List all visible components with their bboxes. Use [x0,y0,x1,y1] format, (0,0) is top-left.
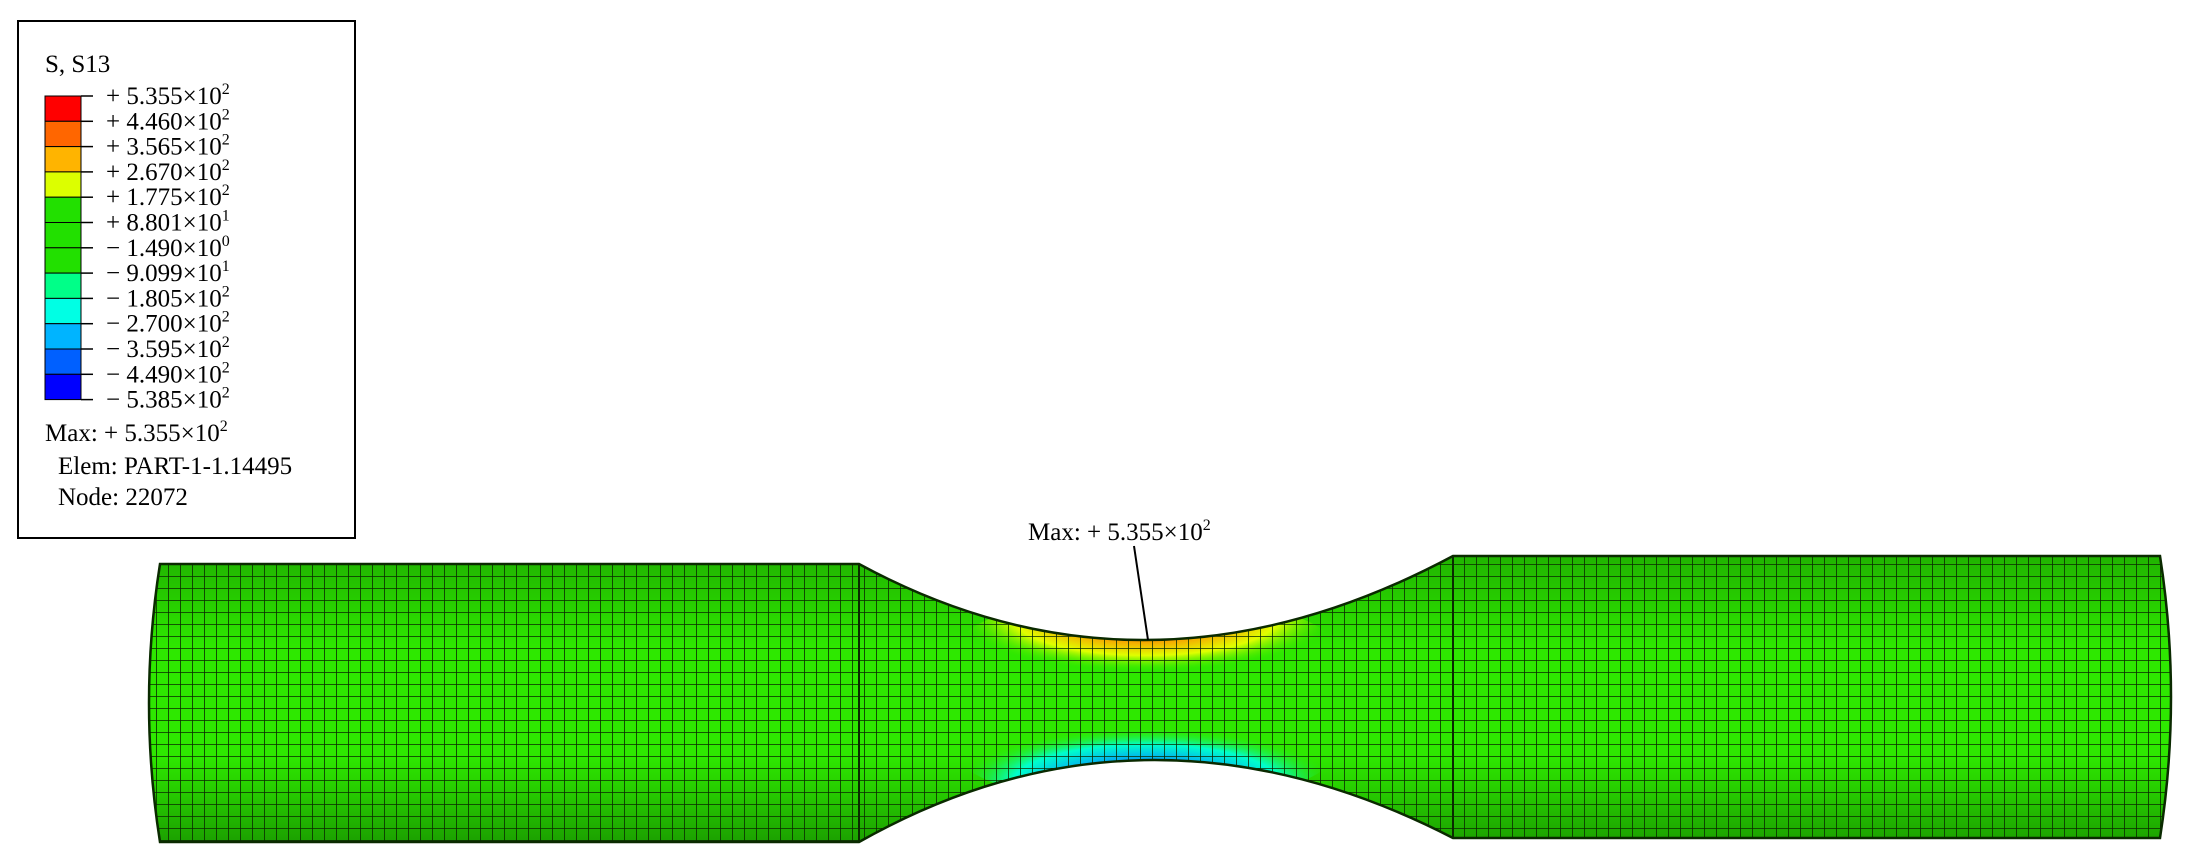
legend-scale [44,95,93,401]
legend-band [44,95,82,122]
label-exponent: 1 [222,258,230,275]
legend-band [44,196,82,223]
annotation-leader [1133,545,1149,641]
legend-label: − 4.490×102 [106,359,230,388]
label-coefficient: − 9.099×10 [106,260,222,287]
annotation-coefficient: Max: + 5.355×10 [1028,519,1203,546]
label-exponent: 2 [222,106,230,123]
specimen-outline [147,554,2173,844]
legend-band [44,171,82,198]
legend-label: − 9.099×101 [106,258,230,287]
label-coefficient: − 2.700×10 [106,311,222,338]
label-exponent: 2 [222,81,230,98]
legend-band [44,348,82,375]
legend-label: + 4.460×102 [106,106,230,135]
label-exponent: 1 [222,208,230,225]
max-node: Node: 22072 [58,484,188,511]
legend-label: − 1.805×102 [106,283,230,312]
max-annotation: Max: + 5.355×102 [1028,517,1211,546]
label-coefficient: + 1.775×10 [106,184,222,211]
legend-band [44,297,82,325]
max-element: Elem: PART-1-1.14495 [58,453,292,480]
label-coefficient: + 2.670×10 [106,159,222,186]
legend-label: + 3.565×102 [106,132,230,161]
legend-label: + 5.355×102 [106,81,230,110]
label-coefficient: − 1.490×10 [106,235,222,262]
label-exponent: 0 [222,233,230,250]
legend-band [44,373,82,401]
label-exponent: 2 [222,182,230,199]
label-coefficient: + 5.355×10 [106,83,222,110]
max-value: Max: + 5.355×102 [45,418,228,447]
label-exponent: 2 [222,283,230,300]
label-exponent: 2 [222,309,230,326]
legend-label: − 3.595×102 [106,334,230,363]
label-coefficient: − 3.595×10 [106,336,222,363]
legend-band [44,120,82,148]
label-exponent: 2 [222,359,230,376]
legend-label: − 1.490×100 [106,233,230,262]
legend-label: + 8.801×101 [106,208,230,237]
label-coefficient: + 8.801×10 [106,210,222,237]
label-exponent: 2 [222,334,230,351]
legend-label: − 5.385×102 [106,385,230,414]
legend-band [44,323,82,350]
max-coefficient: Max: + 5.355×10 [45,420,220,447]
legend-band [44,272,82,299]
label-coefficient: + 4.460×10 [106,108,222,135]
legend-label: + 1.775×102 [106,182,230,211]
label-exponent: 2 [222,132,230,149]
specimen [149,556,2171,842]
label-exponent: 2 [222,385,230,402]
legend-label: − 2.700×102 [106,309,230,338]
annotation-exponent: 2 [1203,517,1211,534]
label-coefficient: − 4.490×10 [106,361,222,388]
legend-title: S, S13 [45,51,110,78]
legend-labels: + 5.355×102+ 4.460×102+ 3.565×102+ 2.670… [106,81,230,414]
legend-label: + 2.670×102 [106,157,230,186]
legend-band [44,222,82,249]
label-coefficient: − 1.805×10 [106,285,222,312]
legend-band [44,247,82,274]
label-coefficient: + 3.565×10 [106,134,222,161]
label-coefficient: − 5.385×10 [106,387,222,414]
label-exponent: 2 [222,157,230,174]
legend-band [44,146,82,173]
max-exponent: 2 [220,418,228,435]
